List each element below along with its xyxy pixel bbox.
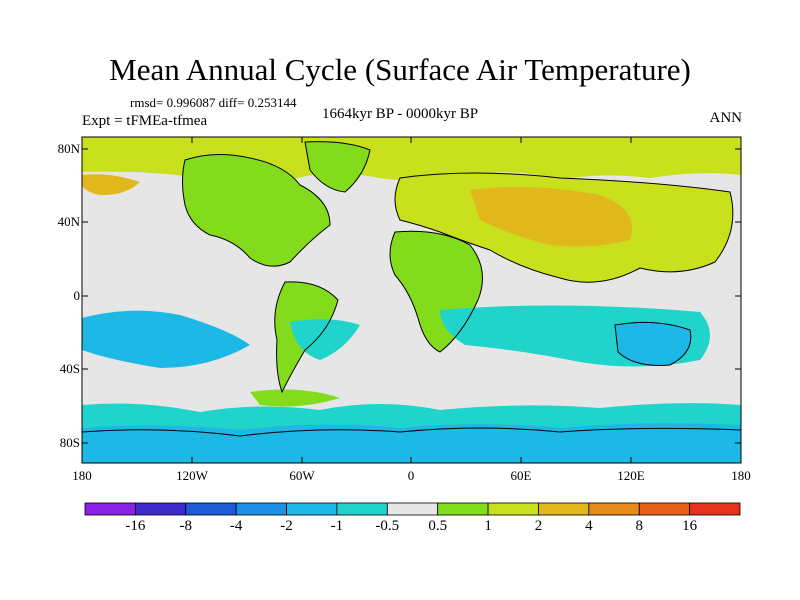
colorbar-label-1: -8 bbox=[179, 518, 193, 534]
africa-coast bbox=[389, 230, 483, 353]
colorbar-label-9: 4 bbox=[585, 518, 593, 534]
colorbar-swatch-12 bbox=[689, 502, 741, 516]
colorbar-label-10: 8 bbox=[635, 518, 643, 534]
colorbar-swatch-5 bbox=[336, 502, 388, 516]
lon-label-180e: 180 bbox=[731, 468, 751, 483]
lon-label-60w: 60W bbox=[289, 468, 315, 483]
antarctica-coast bbox=[81, 427, 742, 437]
colorbar bbox=[84, 502, 741, 516]
colorbar-swatch-6 bbox=[386, 502, 439, 516]
lon-label-180w: 180 bbox=[72, 468, 92, 483]
colorbar-swatch-4 bbox=[286, 502, 338, 516]
stats-text: rmsd= 0.996087 diff= 0.253144 bbox=[130, 95, 297, 110]
east-siberia-warmer-region bbox=[82, 174, 140, 196]
arctic-warm-region bbox=[82, 137, 741, 181]
colorbar-label-7: 1 bbox=[484, 518, 492, 534]
colorbar-label-5: -0.5 bbox=[375, 518, 400, 534]
lat-label-80s: 80S bbox=[59, 435, 80, 450]
north-america-region bbox=[182, 154, 330, 267]
colorbar-label-4: -1 bbox=[330, 518, 344, 534]
colorbar-swatch-1 bbox=[134, 502, 187, 516]
colorbar-label-11: 16 bbox=[682, 518, 698, 534]
colorbar-swatch-7 bbox=[437, 502, 489, 516]
lat-label-0: 0 bbox=[73, 288, 81, 303]
colorbar-label-0: -16 bbox=[125, 518, 146, 534]
south-america-coast bbox=[274, 281, 339, 394]
central-asia-warmer-region bbox=[470, 186, 632, 247]
colorbar-swatch-11 bbox=[638, 502, 691, 516]
lon-label-120e: 120E bbox=[617, 468, 645, 483]
greenland-region bbox=[305, 141, 370, 192]
colorbar-label-3: -2 bbox=[280, 518, 293, 534]
lat-label-80n: 80N bbox=[57, 141, 80, 156]
antarctica-cool-region bbox=[82, 423, 741, 463]
lon-ticks bbox=[191, 137, 632, 463]
colorbar-swatch-2 bbox=[185, 502, 237, 516]
plot-title: Mean Annual Cycle (Surface Air Temperatu… bbox=[109, 52, 691, 87]
lon-label-60e: 60E bbox=[510, 468, 532, 483]
coastlines bbox=[81, 141, 742, 437]
australia-cool-region bbox=[615, 322, 691, 366]
southern-warm-patch bbox=[250, 389, 340, 407]
pacific-cool-region bbox=[82, 310, 250, 368]
lat-label-40n: 40N bbox=[57, 214, 80, 229]
north-america-coast bbox=[182, 153, 331, 267]
colorbar-swatch-8 bbox=[487, 502, 539, 516]
lon-label-0: 0 bbox=[407, 468, 415, 483]
colorbar-swatch-9 bbox=[538, 502, 590, 516]
lat-label-40s: 40S bbox=[59, 361, 80, 376]
period-text: 1664kyr BP - 0000kyr BP bbox=[321, 106, 479, 122]
lon-label-120w: 120W bbox=[176, 468, 208, 483]
colorbar-label-2: -4 bbox=[229, 518, 243, 534]
colorbar-swatch-10 bbox=[588, 502, 640, 516]
season-label: ANN bbox=[709, 110, 743, 126]
colorbar-label-8: 2 bbox=[534, 518, 543, 534]
colorbar-swatch-0 bbox=[84, 502, 136, 516]
experiment-label: Expt = tFMEa-tfmea bbox=[82, 113, 208, 129]
greenland-coast bbox=[304, 141, 371, 193]
colorbar-swatch-3 bbox=[235, 502, 287, 516]
australia-coast bbox=[614, 321, 692, 366]
south-atlantic-cool-region bbox=[290, 319, 360, 360]
lat-ticks bbox=[82, 148, 741, 444]
colorbar-label-6: 0.5 bbox=[428, 518, 448, 534]
eurasia-coast bbox=[394, 172, 734, 283]
